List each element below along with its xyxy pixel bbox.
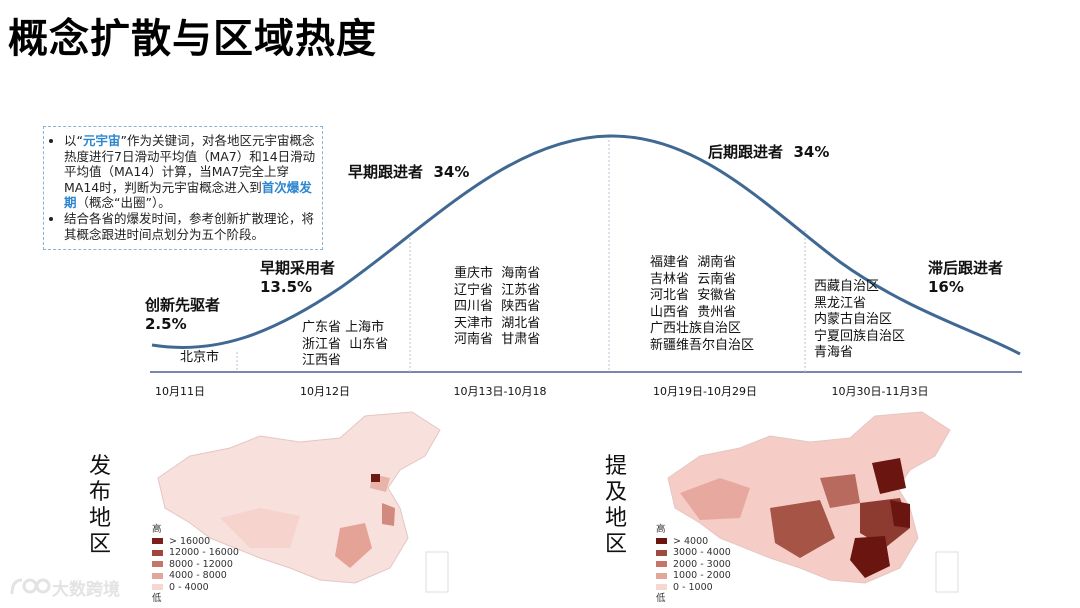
legend-row: 1000 - 2000 (656, 570, 731, 582)
legend-low-label: 低 (152, 593, 162, 604)
stage-innovators-regions: 北京市 (180, 350, 220, 365)
beijing-shandong-region (872, 458, 906, 494)
stage-early-adopters-regions: 广东省 上海市 浙江省 山东省 江西省 (302, 320, 389, 368)
central-region (820, 474, 860, 508)
stage-late-majority-regions: 福建省 湖南省 吉林省 云南省 河北省 安徽省 山西省 贵州省 广西壮族自治区 新疆维吾尔… (650, 255, 755, 353)
legend-swatch (152, 538, 163, 545)
legend-high-label: 高 (656, 524, 666, 535)
stage-late-majority-date: 10月19日-10月29日 (653, 385, 757, 398)
stage-early-majority-regions: 重庆市 海南省 辽宁省 江苏省 四川省 陕西省 天津市 湖北省 河南省 甘肃省 (454, 266, 541, 347)
guangdong-region (335, 523, 372, 568)
map-right-legend: 高 > 4000 3000 - 4000 2000 - 3000 1000 - … (656, 524, 731, 605)
brand-logo-icon (10, 578, 51, 595)
legend-swatch (656, 561, 667, 568)
note-bullet-1: 以“元宇宙”作为关键词，对各地区元宇宙概念热度进行7日滑动平均值（MA7）和14… (64, 133, 316, 211)
zhejiang-region (890, 500, 910, 528)
note-box: 以“元宇宙”作为关键词，对各地区元宇宙概念热度进行7日滑动平均值（MA7）和14… (43, 126, 323, 250)
keyword-highlight: 元宇宙 (82, 133, 121, 148)
legend-row: > 16000 (152, 536, 239, 548)
legend-row: 12000 - 16000 (152, 547, 239, 559)
legend-row: 8000 - 12000 (152, 559, 239, 571)
mention-region-map (667, 411, 959, 593)
beijing-region (371, 474, 380, 482)
legend-swatch (152, 549, 163, 556)
stage-innovators-date: 10月11日 (155, 385, 205, 398)
stage-early-majority-date: 10月13日-10月18 (453, 385, 547, 398)
legend-low-label: 低 (656, 593, 666, 604)
map-left-legend: 高 > 16000 12000 - 16000 8000 - 12000 400… (152, 524, 239, 605)
stage-early-majority: 早期跟进者 34% (348, 163, 470, 181)
south-sea-inset (935, 551, 959, 593)
legend-row: 2000 - 3000 (656, 559, 731, 571)
guangdong-region (850, 536, 890, 578)
south-sea-inset (425, 551, 449, 593)
zhejiang-region (382, 503, 395, 526)
legend-swatch (152, 572, 163, 579)
stage-late-majority: 后期跟进者 34% (708, 143, 830, 161)
legend-swatch (152, 584, 163, 591)
map-left-label: 发布地区 (88, 454, 111, 557)
legend-row: 3000 - 4000 (656, 547, 731, 559)
legend-swatch (152, 561, 163, 568)
note-bullet-2: 结合各省的爆发时间，参考创新扩散理论，将其概念跟进时间点划分为五个阶段。 (64, 211, 316, 242)
page-title: 概念扩散与区域热度 (8, 16, 377, 62)
publish-region-map (157, 411, 449, 593)
map-right-label: 提及地区 (604, 454, 627, 557)
legend-high-label: 高 (152, 524, 162, 535)
legend-swatch (656, 538, 667, 545)
legend-row: 4000 - 8000 (152, 570, 239, 582)
brand-watermark: 大数跨境 (8, 574, 120, 600)
stage-early-adopters: 早期采用者 13.5% (260, 259, 336, 296)
legend-row: 0 - 4000 (152, 582, 239, 594)
stage-laggards-regions: 西藏自治区 黑龙江省 内蒙古自治区 宁夏回族自治区 青海省 (814, 279, 906, 360)
legend-row: > 4000 (656, 536, 731, 548)
diffusion-curve-diagram (150, 134, 1022, 373)
brand-name: 大数跨境 (52, 579, 120, 600)
phase-highlight: 首次爆发期 (64, 179, 312, 211)
legend-row: 0 - 1000 (656, 582, 731, 594)
region-shape (220, 508, 300, 548)
stage-laggards-date: 10月30日-11月3日 (831, 385, 929, 398)
stage-early-adopters-date: 10月12日 (300, 385, 350, 398)
legend-swatch (656, 572, 667, 579)
stage-innovators: 创新先驱者 2.5% (145, 296, 221, 333)
bell-curve (151, 134, 1021, 356)
xinjiang-region (680, 478, 750, 520)
stage-laggards: 滞后跟进者 16% (928, 259, 1004, 296)
legend-swatch (656, 549, 667, 556)
legend-swatch (656, 584, 667, 591)
sichuan-region (770, 500, 835, 558)
